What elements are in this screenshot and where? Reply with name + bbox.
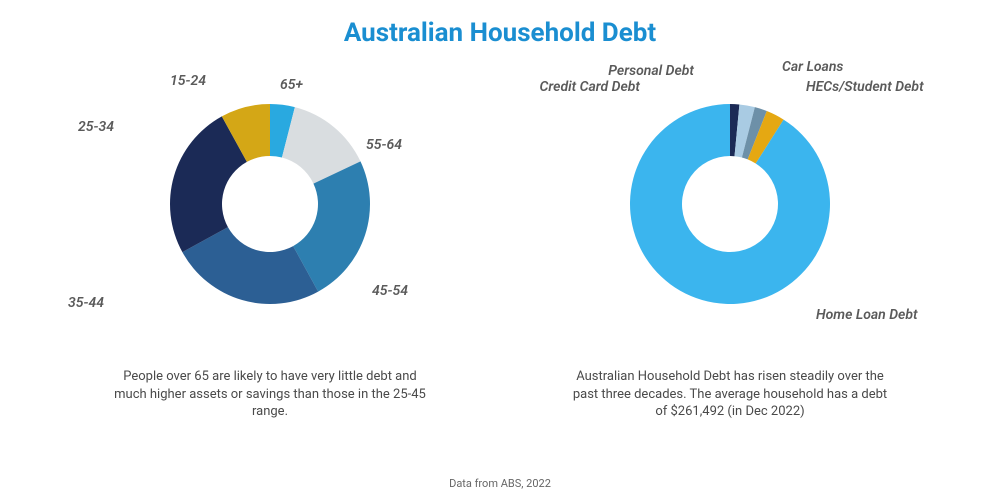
slice-label: 35-44 [68,296,104,311]
slice-label: 65+ [280,78,303,93]
chart-type-column: HECs/Student Debt Home Loan Debt Credit Ca… [510,64,950,421]
slice-label: Personal Debt [608,64,694,79]
slice-label: 15-24 [170,74,206,89]
slice-label: 45-54 [372,284,408,299]
chart-age: 65+ 55-64 45-54 35-44 25-34 15-24 [50,64,490,364]
donut-slice [630,104,830,304]
slice-label: Home Loan Debt [816,308,918,323]
slice-label: HECs/Student Debt [806,80,924,95]
charts-row: 65+ 55-64 45-54 35-44 25-34 15-24 People over… [0,54,1000,421]
chart-age-column: 65+ 55-64 45-54 35-44 25-34 15-24 People over… [50,64,490,421]
page-title: Australian Household Debt [0,0,1000,54]
chart-type-caption: Australian Household Debt has risen stea… [570,368,890,421]
footer-source: Data from ABS, 2022 [0,477,1000,490]
slice-label: Car Loans [782,60,843,75]
slice-label: Credit Card Debt [540,80,641,95]
chart-type: HECs/Student Debt Home Loan Debt Credit Ca… [510,64,950,364]
slice-label: 25-34 [78,120,114,135]
chart-age-caption: People over 65 are likely to have very l… [110,368,430,421]
slice-label: 55-64 [366,138,402,153]
